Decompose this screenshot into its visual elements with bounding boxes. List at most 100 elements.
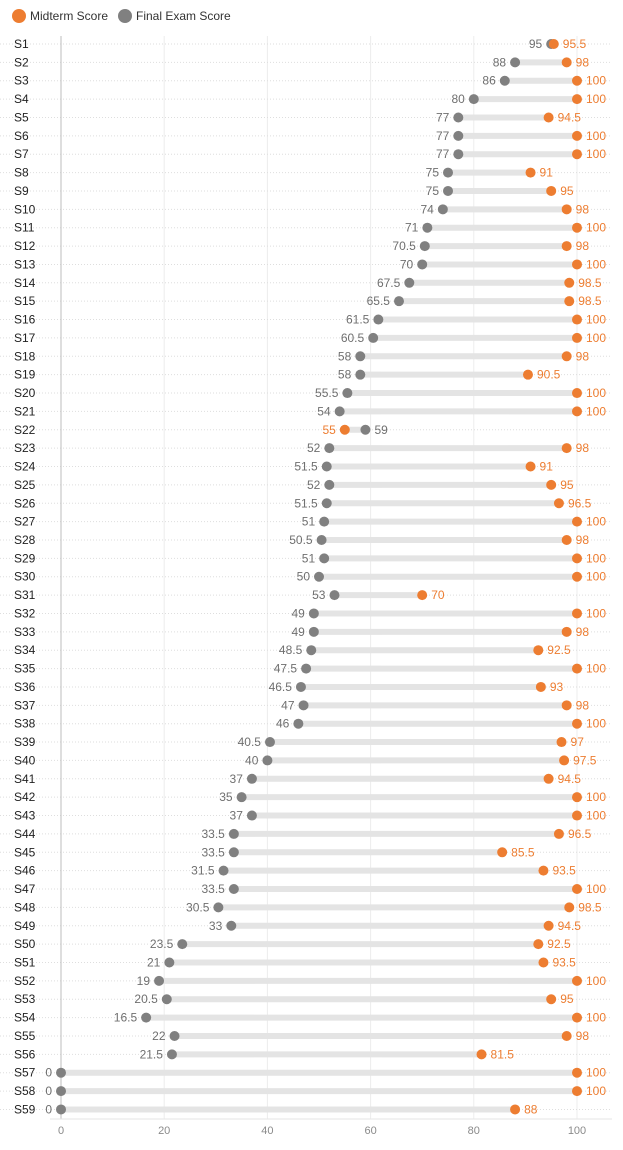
midterm-score-point[interactable]: [561, 534, 572, 545]
midterm-score-point[interactable]: [572, 94, 582, 105]
final-score-point[interactable]: [262, 755, 273, 766]
midterm-score-point[interactable]: [572, 406, 582, 417]
midterm-score-point[interactable]: [561, 241, 572, 252]
midterm-score-point[interactable]: [556, 737, 567, 748]
final-score-point[interactable]: [422, 222, 433, 233]
final-score-point[interactable]: [321, 498, 332, 509]
midterm-score-point[interactable]: [510, 1104, 521, 1115]
final-score-point[interactable]: [264, 737, 275, 748]
final-score-point[interactable]: [56, 1086, 66, 1097]
final-score-point[interactable]: [236, 792, 247, 803]
midterm-score-point[interactable]: [525, 167, 536, 178]
midterm-score-point[interactable]: [525, 461, 536, 472]
midterm-score-point[interactable]: [572, 663, 582, 674]
midterm-score-point[interactable]: [535, 681, 546, 692]
final-score-point[interactable]: [443, 185, 453, 196]
midterm-score-point[interactable]: [553, 828, 564, 839]
final-score-point[interactable]: [246, 773, 257, 784]
midterm-score-point[interactable]: [572, 332, 582, 343]
midterm-score-point[interactable]: [572, 388, 582, 399]
final-score-point[interactable]: [334, 406, 345, 417]
midterm-score-point[interactable]: [572, 130, 582, 141]
final-score-point[interactable]: [218, 865, 229, 876]
midterm-score-point[interactable]: [572, 314, 582, 325]
final-score-point[interactable]: [141, 1012, 152, 1023]
final-score-point[interactable]: [226, 920, 237, 931]
midterm-score-point[interactable]: [572, 222, 582, 233]
midterm-score-point[interactable]: [538, 957, 549, 968]
final-score-point[interactable]: [404, 277, 415, 288]
final-score-point[interactable]: [228, 828, 239, 839]
final-score-point[interactable]: [228, 847, 239, 858]
midterm-score-point[interactable]: [572, 608, 582, 619]
midterm-score-point[interactable]: [561, 204, 572, 215]
midterm-score-point[interactable]: [561, 700, 572, 711]
midterm-score-point[interactable]: [543, 112, 554, 123]
midterm-score-point[interactable]: [543, 920, 554, 931]
final-score-point[interactable]: [316, 534, 327, 545]
midterm-score-point[interactable]: [476, 1049, 487, 1060]
final-score-point[interactable]: [499, 75, 510, 86]
final-score-point[interactable]: [355, 351, 366, 362]
final-score-point[interactable]: [329, 590, 340, 601]
midterm-score-point[interactable]: [497, 847, 508, 858]
final-score-point[interactable]: [306, 645, 317, 656]
midterm-score-point[interactable]: [572, 718, 582, 729]
final-score-point[interactable]: [228, 884, 239, 895]
final-score-point[interactable]: [177, 939, 188, 950]
final-score-point[interactable]: [308, 608, 319, 619]
midterm-score-point[interactable]: [572, 259, 582, 270]
midterm-score-point[interactable]: [561, 626, 572, 637]
midterm-score-point[interactable]: [572, 792, 582, 803]
midterm-score-point[interactable]: [561, 1030, 572, 1041]
final-score-point[interactable]: [161, 994, 172, 1005]
midterm-score-point[interactable]: [339, 424, 350, 435]
midterm-score-point[interactable]: [572, 1086, 582, 1097]
final-score-point[interactable]: [298, 700, 309, 711]
final-score-point[interactable]: [342, 388, 353, 399]
midterm-score-point[interactable]: [564, 296, 575, 307]
final-score-point[interactable]: [301, 663, 312, 674]
midterm-score-point[interactable]: [572, 75, 582, 86]
final-score-point[interactable]: [308, 626, 319, 637]
final-score-point[interactable]: [246, 810, 257, 821]
final-score-point[interactable]: [437, 204, 448, 215]
final-score-point[interactable]: [360, 424, 371, 435]
final-score-point[interactable]: [293, 718, 304, 729]
final-score-point[interactable]: [56, 1067, 66, 1078]
midterm-score-point[interactable]: [561, 443, 572, 454]
midterm-score-point[interactable]: [572, 975, 582, 986]
final-score-point[interactable]: [443, 167, 453, 178]
final-score-point[interactable]: [453, 112, 464, 123]
midterm-score-point[interactable]: [543, 773, 554, 784]
legend-item[interactable]: Final Exam Score: [118, 9, 231, 23]
midterm-score-point[interactable]: [564, 277, 575, 288]
final-score-point[interactable]: [417, 259, 428, 270]
final-score-point[interactable]: [468, 94, 479, 105]
final-score-point[interactable]: [368, 332, 379, 343]
final-score-point[interactable]: [321, 461, 332, 472]
final-score-point[interactable]: [393, 296, 404, 307]
midterm-score-point[interactable]: [561, 57, 572, 68]
midterm-score-point[interactable]: [572, 149, 582, 160]
final-score-point[interactable]: [56, 1104, 66, 1115]
final-score-point[interactable]: [373, 314, 384, 325]
midterm-score-point[interactable]: [572, 553, 582, 564]
final-score-point[interactable]: [355, 369, 366, 380]
midterm-score-point[interactable]: [548, 39, 559, 49]
midterm-score-point[interactable]: [546, 994, 557, 1005]
midterm-score-point[interactable]: [572, 571, 582, 582]
midterm-score-point[interactable]: [533, 645, 544, 656]
final-score-point[interactable]: [419, 241, 430, 252]
final-score-point[interactable]: [453, 130, 464, 141]
final-score-point[interactable]: [314, 571, 324, 582]
midterm-score-point[interactable]: [533, 939, 544, 950]
final-score-point[interactable]: [453, 149, 464, 160]
midterm-score-point[interactable]: [572, 884, 582, 895]
final-score-point[interactable]: [510, 57, 521, 68]
final-score-point[interactable]: [324, 479, 335, 490]
midterm-score-point[interactable]: [538, 865, 549, 876]
midterm-score-point[interactable]: [572, 810, 582, 821]
final-score-point[interactable]: [295, 681, 306, 692]
final-score-point[interactable]: [324, 443, 335, 454]
